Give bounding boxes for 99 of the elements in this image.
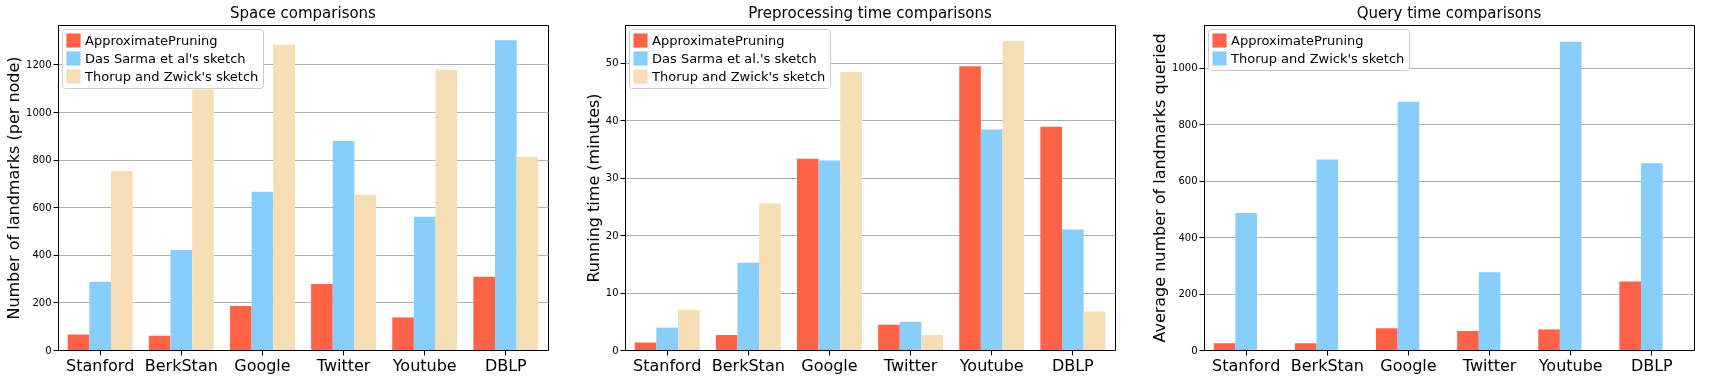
y-tick-label: 600 bbox=[32, 201, 52, 213]
y-tick-label: 10 bbox=[605, 287, 619, 299]
y-tick-label: 1200 bbox=[26, 58, 52, 70]
bar bbox=[170, 250, 193, 350]
bar bbox=[1294, 343, 1317, 350]
y-tick-label: 1000 bbox=[1172, 62, 1198, 74]
y-tick-label: 0 bbox=[45, 344, 52, 356]
bar bbox=[656, 327, 678, 350]
bar bbox=[473, 276, 495, 350]
bar bbox=[1062, 229, 1084, 350]
bar bbox=[921, 335, 944, 350]
bar bbox=[634, 342, 657, 350]
x-tick-label: Twitter bbox=[315, 355, 371, 375]
y-tick-label: 20 bbox=[605, 229, 619, 241]
bar bbox=[737, 262, 760, 350]
x-tick-label: Youtube bbox=[958, 355, 1024, 375]
x-tick-label: DBLP bbox=[1051, 355, 1095, 375]
bar bbox=[1083, 311, 1106, 350]
bar bbox=[878, 324, 900, 350]
y-axis-title: Number of landmarks (per node) bbox=[4, 56, 24, 320]
x-tick-label: Twitter bbox=[1461, 355, 1517, 375]
bar bbox=[229, 305, 252, 350]
x-tick-label: Stanford bbox=[633, 355, 702, 375]
x-tick-label: Stanford bbox=[1212, 355, 1281, 375]
y-tick-label: 400 bbox=[1178, 231, 1198, 243]
legend-label: Thorup and Zwick's sketch bbox=[1230, 50, 1405, 66]
x-tick-label: Stanford bbox=[66, 355, 135, 375]
bar bbox=[1235, 212, 1257, 350]
x-tick-label: Twitter bbox=[882, 355, 938, 375]
chart-title: Preprocessing time comparisons bbox=[748, 4, 992, 22]
bar bbox=[1478, 272, 1501, 350]
bar bbox=[715, 335, 738, 350]
bar bbox=[1375, 328, 1398, 350]
bar bbox=[332, 141, 355, 350]
bar bbox=[273, 44, 295, 350]
bar bbox=[1457, 331, 1479, 350]
legend-label: Das Sarma et al's sketch bbox=[85, 50, 246, 66]
bar bbox=[1213, 343, 1236, 350]
bar bbox=[1538, 329, 1560, 350]
bar bbox=[796, 158, 819, 350]
bar bbox=[148, 335, 171, 350]
bar bbox=[111, 171, 133, 350]
y-tick-label: 0 bbox=[1191, 344, 1198, 356]
bar bbox=[516, 156, 539, 350]
y-tick-label: 50 bbox=[605, 57, 619, 69]
x-tick-label: BerkStan bbox=[144, 355, 218, 375]
bar bbox=[1040, 126, 1062, 350]
bar bbox=[1619, 281, 1641, 350]
x-tick-label: BerkStan bbox=[1290, 355, 1364, 375]
bar bbox=[899, 321, 922, 350]
bar bbox=[495, 40, 517, 350]
bar bbox=[89, 281, 111, 350]
x-tick-label: BerkStan bbox=[711, 355, 785, 375]
y-tick-label: 800 bbox=[1178, 118, 1198, 130]
bar bbox=[67, 334, 90, 350]
x-tick-label: DBLP bbox=[484, 355, 528, 375]
bar bbox=[392, 317, 414, 350]
x-tick-label: Google bbox=[1380, 355, 1437, 375]
legend-label: ApproximatePruning bbox=[85, 32, 218, 48]
y-tick-label: 0 bbox=[612, 344, 619, 356]
y-tick-label: 200 bbox=[1178, 288, 1198, 300]
bar bbox=[1397, 101, 1420, 350]
x-tick-label: Google bbox=[234, 355, 291, 375]
bar bbox=[818, 160, 841, 350]
bar bbox=[959, 66, 981, 350]
legend-label: ApproximatePruning bbox=[1231, 32, 1364, 48]
legend-label: ApproximatePruning bbox=[652, 32, 785, 48]
bar bbox=[1641, 163, 1663, 350]
y-tick-label: 1000 bbox=[26, 106, 52, 118]
y-tick-label: 600 bbox=[1178, 175, 1198, 187]
y-tick-label: 400 bbox=[32, 249, 52, 261]
chart-title: Query time comparisons bbox=[1356, 4, 1542, 22]
y-tick-label: 30 bbox=[605, 172, 619, 184]
bar bbox=[678, 309, 700, 350]
y-axis-title: Average number of landmarks queried bbox=[1150, 33, 1170, 343]
y-tick-label: 800 bbox=[32, 154, 52, 166]
bar bbox=[1559, 41, 1582, 350]
bar bbox=[251, 191, 274, 350]
bar bbox=[192, 89, 214, 350]
bar bbox=[413, 216, 436, 350]
bar bbox=[354, 194, 377, 350]
legend-label: Thorup and Zwick's sketch bbox=[651, 68, 826, 84]
x-tick-label: Youtube bbox=[391, 355, 457, 375]
bar bbox=[311, 284, 333, 350]
x-tick-label: DBLP bbox=[1630, 355, 1674, 375]
x-tick-label: Youtube bbox=[1537, 355, 1603, 375]
chart-title: Space comparisons bbox=[230, 4, 377, 22]
x-tick-label: Google bbox=[801, 355, 858, 375]
bar bbox=[759, 203, 781, 350]
bar bbox=[980, 129, 1003, 350]
y-tick-label: 200 bbox=[32, 296, 52, 308]
bar bbox=[1002, 41, 1025, 350]
bar bbox=[1316, 159, 1339, 350]
legend-label: Das Sarma et al.'s sketch bbox=[652, 50, 817, 66]
y-axis-title: Running time (minutes) bbox=[583, 93, 603, 283]
y-tick-label: 40 bbox=[605, 114, 619, 126]
bar bbox=[435, 69, 458, 350]
legend-label: Thorup and Zwick's sketch bbox=[84, 68, 259, 84]
bar bbox=[840, 72, 862, 350]
